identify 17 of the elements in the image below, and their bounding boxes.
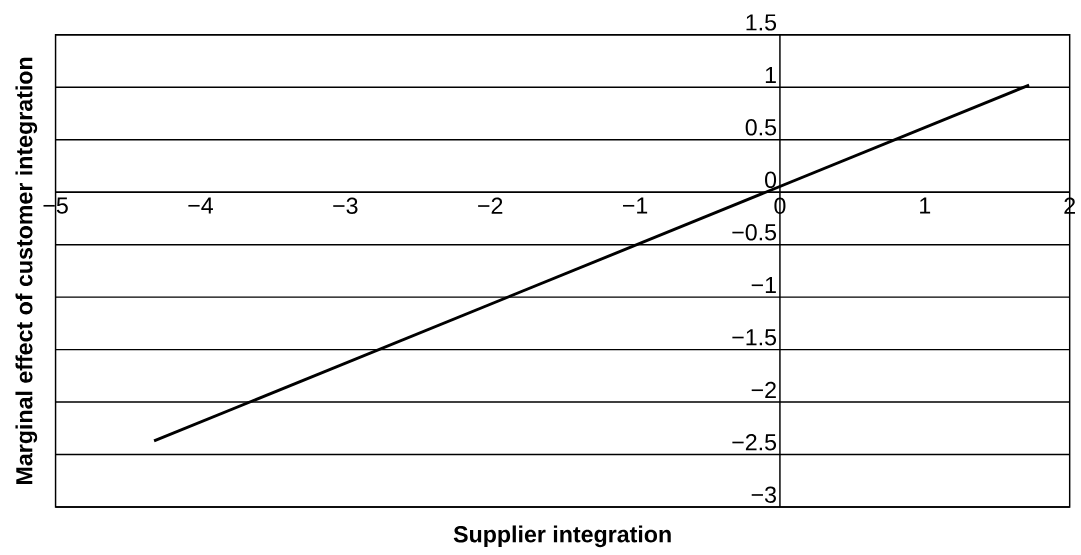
y-tick-label: 0 (765, 171, 777, 188)
y-tick-label: −2 (751, 381, 776, 398)
x-tick-label: −1 (622, 197, 648, 214)
x-tick-label: 1 (920, 197, 931, 214)
y-tick-label: 0.5 (745, 118, 777, 136)
x-tick-label: −2 (478, 197, 503, 214)
x-tick-label: −3 (333, 197, 358, 214)
x-tick-label: −4 (188, 197, 213, 214)
y-tick-label: −1.5 (732, 329, 777, 346)
y-axis-title: Marginal effect of customer integration (15, 57, 38, 484)
y-tick-label: 1.5 (746, 14, 777, 31)
y-tick-label: −0.5 (732, 223, 777, 241)
y-tick-label: −2.5 (732, 433, 777, 451)
y-tick-label: −1 (751, 276, 776, 293)
y-tick-label: 1 (765, 66, 776, 83)
y-tick-label: −3 (751, 486, 776, 503)
x-axis-title: Supplier integration (453, 525, 671, 547)
